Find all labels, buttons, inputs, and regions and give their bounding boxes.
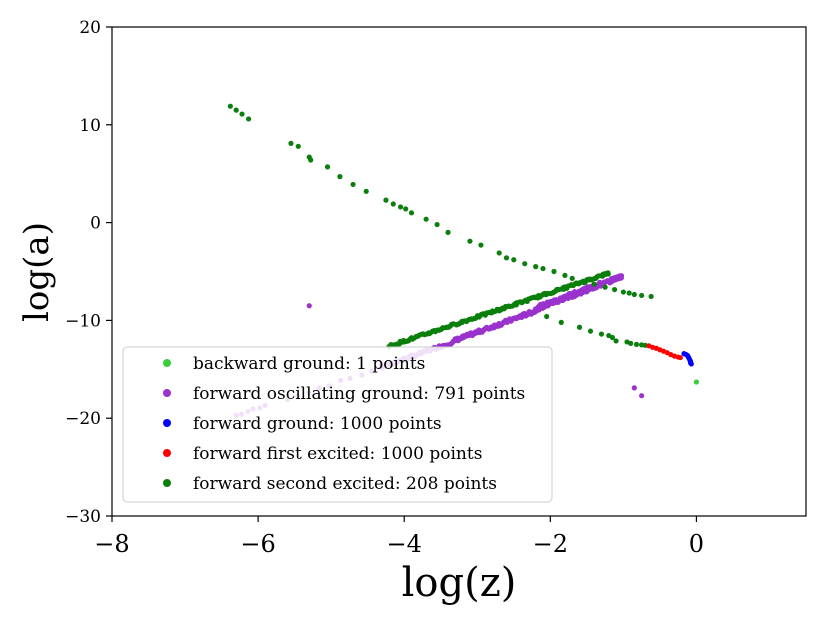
data-point-series-4 [580,278,586,284]
x-tick-label: −8 [94,530,129,558]
data-point-series-4 [591,281,597,287]
data-point-series-4 [631,291,637,298]
data-point-series-4 [337,174,343,180]
data-point-series-4 [576,324,583,330]
data-point-series-4 [562,272,568,279]
data-point-series-4 [397,204,404,210]
legend-label: forward first excited: 1000 points [193,444,482,464]
legend-label: forward oscillating ground: 791 points [193,384,525,404]
data-point-series-4 [408,210,415,216]
data-point-series-2 [688,361,694,367]
y-tick-label: 10 [79,116,101,136]
data-point-series-4 [609,334,616,341]
legend-box [122,346,553,503]
data-point-series-0 [693,379,700,385]
data-point-series-4 [350,181,356,188]
data-point-series-4 [602,284,608,290]
data-point-series-4 [613,338,619,344]
data-point-series-4 [496,250,502,256]
data-point-series-4 [511,257,517,263]
legend-marker [163,419,171,427]
legend-marker [163,389,171,397]
data-point-series-4 [308,157,314,163]
data-point-series-4 [434,221,440,228]
data-point-series-4 [403,206,409,212]
data-point-series-4 [295,143,301,149]
data-point-series-4 [239,111,245,117]
plot-frame [111,26,807,517]
y-tick-label: 20 [79,18,101,38]
data-point-series-4 [227,103,233,109]
x-tick-label: −4 [387,530,422,558]
legend-label: backward ground: 1 points [193,354,425,374]
data-point-series-4 [324,164,331,170]
data-point-series-4 [383,197,389,203]
data-point-series-4 [587,328,594,334]
x-tick-label: 0 [689,530,704,558]
legend-marker [163,359,171,367]
data-point-series-1 [639,393,645,399]
data-point-series-4 [478,242,484,248]
data-point-series-4 [445,229,451,235]
data-point-series-4 [558,319,564,325]
data-point-series-4 [648,293,654,300]
y-tick-label: −10 [65,311,101,331]
data-point-series-4 [598,331,605,337]
legend-label: forward ground: 1000 points [193,414,442,434]
y-axis-label: log(a) [17,222,57,322]
data-point-series-4 [540,265,546,272]
data-point-series-4 [533,264,539,270]
data-point-series-4 [503,255,510,261]
legend-marker [163,479,171,487]
x-tick-label: −6 [240,530,275,558]
data-point-series-4 [522,261,528,267]
y-tick-label: −20 [65,409,101,429]
data-point-series-4 [288,140,294,146]
data-point-series-4 [605,271,611,277]
data-point-series-4 [639,292,645,299]
data-point-series-4 [363,188,369,194]
data-point-series-4 [620,289,626,295]
data-point-series-4 [390,201,396,207]
x-axis-label: log(z) [402,560,517,606]
data-point-series-4 [233,107,239,113]
data-point-series-4 [423,216,429,222]
y-tick-label: −30 [65,507,101,527]
data-point-series-1 [631,385,637,391]
data-point-series-4 [633,341,640,347]
data-point-series-4 [626,290,632,296]
legend-marker [163,449,171,457]
x-tick-label: −2 [533,530,568,558]
data-point-series-4 [467,238,473,244]
data-point-series-4 [628,340,634,346]
y-tick-label: 0 [90,214,101,234]
data-point-series-4 [246,116,252,122]
data-point-series-3 [677,354,683,361]
data-point-series-1 [306,303,312,309]
data-point-series-4 [612,286,618,293]
data-point-series-4 [551,268,557,275]
data-point-series-1 [618,273,625,279]
data-point-series-4 [569,275,575,281]
legend: backward ground: 1 points forward oscilla… [122,346,553,503]
data-point-series-4 [544,313,550,320]
legend-label: forward second excited: 208 points [193,474,497,494]
